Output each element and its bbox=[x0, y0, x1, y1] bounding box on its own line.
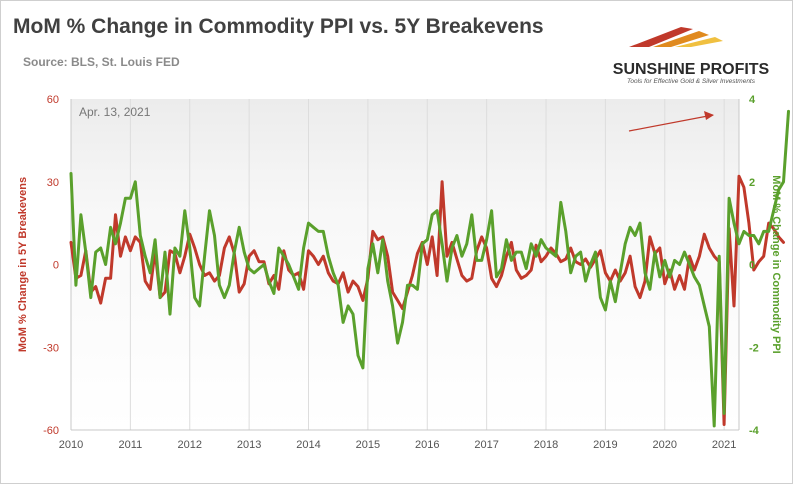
sunshine-profits-logo bbox=[629, 27, 723, 47]
axes bbox=[70, 99, 740, 431]
trend-arrow-head bbox=[704, 111, 714, 120]
x-tick-label: 2014 bbox=[296, 439, 320, 451]
left-y-tick-label: 0 bbox=[53, 260, 59, 272]
x-tick-label: 2010 bbox=[59, 439, 83, 451]
plot-area bbox=[71, 99, 739, 430]
right-y-tick-label: -2 bbox=[749, 342, 759, 354]
date-annotation: Apr. 13, 2021 bbox=[79, 105, 151, 119]
breakevens-series-line bbox=[69, 174, 785, 426]
logo-tagline: Tools for Effective Gold & Silver Invest… bbox=[627, 78, 756, 85]
x-tick-label: 2011 bbox=[119, 439, 143, 451]
axis-labels: 2010 2011 2012 2013 2014 2015 2016 2017 2018 2019… bbox=[17, 94, 782, 451]
right-y-tick-label: 2 bbox=[749, 177, 755, 189]
right-y-tick-label: -4 bbox=[749, 425, 760, 437]
x-tick-label: 2016 bbox=[415, 439, 439, 451]
x-tick-label: 2021 bbox=[712, 439, 736, 451]
x-tick-label: 2020 bbox=[653, 439, 677, 451]
left-y-tick-label: 30 bbox=[47, 177, 59, 189]
x-tick-label: 2017 bbox=[474, 439, 498, 451]
x-tick-label: 2019 bbox=[593, 439, 617, 451]
chart-title: MoM % Change in Commodity PPI vs. 5Y Bre… bbox=[13, 15, 544, 38]
series-group bbox=[69, 109, 790, 428]
left-y-tick-label: -60 bbox=[43, 425, 59, 437]
right-y-tick-label: 0 bbox=[749, 260, 755, 272]
x-tick-label: 2015 bbox=[356, 439, 380, 451]
right-y-tick-label: 4 bbox=[749, 94, 756, 106]
x-tick-label: 2012 bbox=[178, 439, 202, 451]
x-tick-label: 2013 bbox=[237, 439, 261, 451]
x-tick-label: 2018 bbox=[534, 439, 558, 451]
right-axis-title: MoM % Change in Commodity PPI bbox=[770, 175, 782, 353]
logo-ray-red bbox=[629, 27, 693, 47]
trend-arrow-shaft bbox=[628, 114, 714, 132]
logo-ray-orange bbox=[653, 31, 709, 47]
logo-ray-yellow bbox=[675, 37, 723, 47]
logo-name: SUNSHINE PROFITS bbox=[613, 61, 770, 78]
left-y-tick-label: -30 bbox=[43, 342, 59, 354]
commodity-ppi-series-line bbox=[69, 109, 790, 428]
left-axis-title: MoM % Change in 5Y Breakevens bbox=[17, 177, 29, 352]
left-y-tick-label: 60 bbox=[47, 94, 59, 106]
chart-subtitle: Source: BLS, St. Louis FED bbox=[23, 55, 180, 69]
